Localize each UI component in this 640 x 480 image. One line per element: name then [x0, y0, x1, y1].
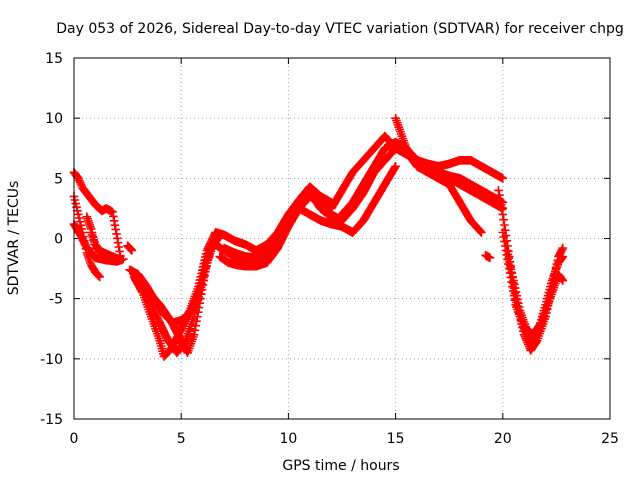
plus-markers [134, 231, 225, 358]
series-track-10 [134, 231, 225, 358]
x-tick-label: 25 [601, 431, 619, 447]
plus-markers [123, 241, 137, 255]
y-tick-label: -5 [49, 292, 63, 308]
plus-markers [129, 228, 220, 361]
plot-frame [73, 57, 611, 420]
plus-markers [219, 162, 400, 263]
chart-title: Day 053 of 2026, Sidereal Day-to-day VTE… [56, 21, 624, 37]
y-tick-label: -15 [40, 412, 63, 428]
plus-markers [391, 113, 486, 237]
series-track-15 [316, 131, 508, 213]
series-track-6 [123, 241, 137, 255]
x-tick-label: 15 [387, 431, 405, 447]
series-track-17 [391, 113, 486, 237]
y-axis-label: SDTVAR / TECUs [6, 181, 22, 296]
x-tick-label: 10 [279, 431, 297, 447]
series-track-9 [129, 228, 220, 361]
series-track-19 [481, 251, 495, 263]
y-tick-label: 10 [45, 111, 63, 127]
series-track-14 [219, 162, 400, 263]
y-tick-label: 5 [54, 171, 63, 187]
grid-lines [74, 58, 610, 419]
plus-markers [316, 131, 508, 213]
x-axis-label: GPS time / hours [282, 458, 399, 474]
x-tick-label: 5 [177, 431, 186, 447]
plus-markers [481, 251, 495, 263]
series-track-18 [434, 168, 508, 213]
x-tick-label: 0 [70, 431, 79, 447]
series-track-22 [502, 246, 568, 340]
y-tick-label: -10 [40, 352, 63, 368]
x-tick-label: 20 [494, 431, 512, 447]
y-tick-label: 15 [45, 51, 63, 67]
plus-markers [502, 246, 568, 340]
plus-markers [434, 168, 508, 213]
data-points [69, 113, 568, 361]
y-tick-label: 0 [54, 232, 63, 248]
